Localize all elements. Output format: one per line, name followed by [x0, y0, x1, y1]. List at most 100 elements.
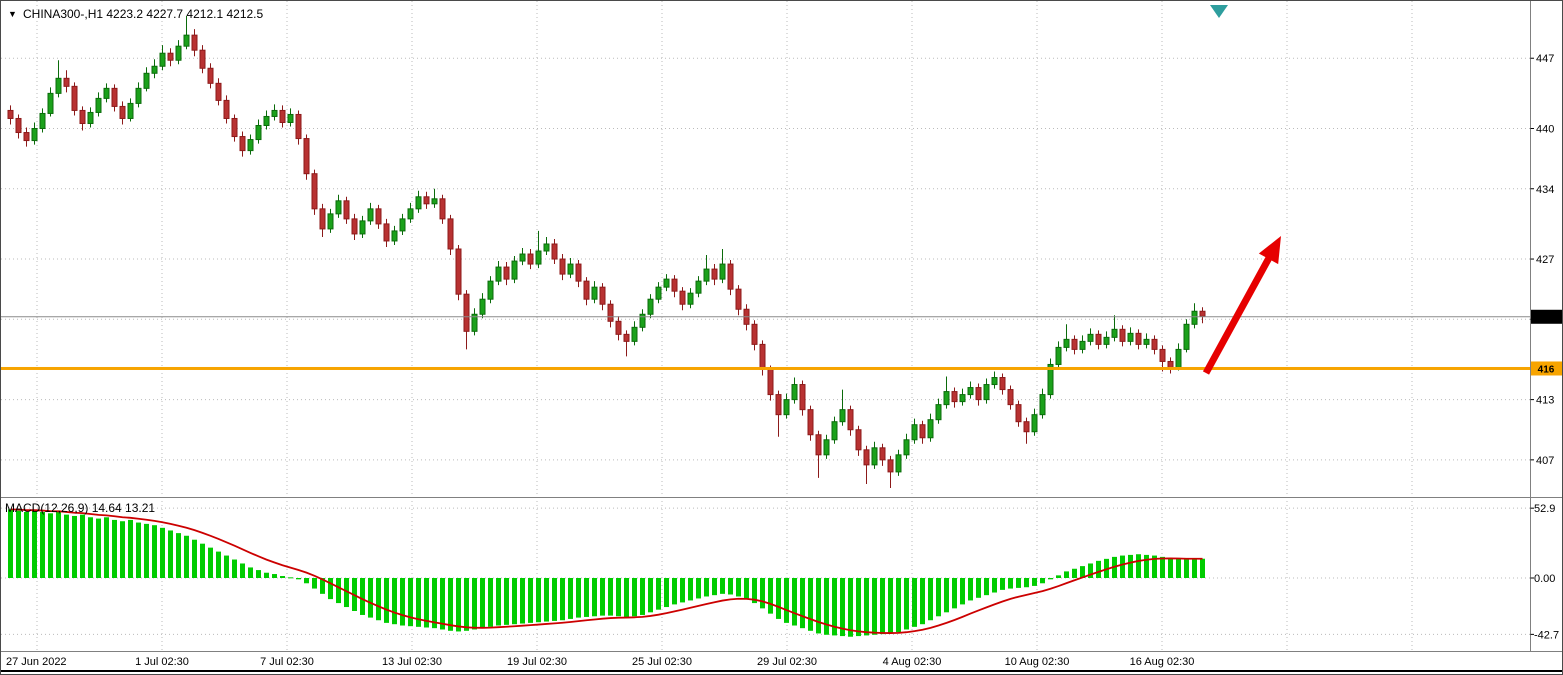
macd-tick-label: 52.9	[1534, 503, 1555, 515]
candle	[711, 264, 718, 286]
candle-body	[911, 424, 918, 441]
candle-body	[935, 404, 942, 421]
macd-bar	[152, 525, 157, 578]
candle-body	[655, 286, 662, 300]
macd-bar	[1088, 563, 1093, 578]
macd-bar	[24, 511, 29, 578]
macd-bar	[784, 577, 789, 623]
macd-bar	[944, 577, 949, 613]
macd-bar	[224, 555, 229, 578]
candle-body	[807, 409, 814, 436]
candle-body	[895, 454, 902, 473]
candle-body	[239, 136, 246, 152]
candle	[719, 249, 726, 284]
macd-bar	[688, 577, 693, 601]
candle	[383, 218, 390, 247]
candle-body	[823, 439, 830, 456]
candle-body	[447, 218, 454, 250]
candle	[975, 383, 982, 406]
candle	[759, 340, 766, 376]
candle-body	[999, 377, 1006, 391]
candle	[351, 213, 358, 240]
candle	[191, 29, 198, 57]
candle-body	[407, 208, 414, 220]
candle-body	[519, 253, 526, 262]
candle	[855, 425, 862, 456]
candle-body	[615, 320, 622, 335]
macd-bar	[1008, 577, 1013, 589]
trend-arrow-annotation[interactable]	[1202, 236, 1281, 375]
current-price-tag	[1531, 309, 1562, 324]
candle	[399, 213, 406, 235]
candle	[743, 304, 750, 331]
candle	[407, 202, 414, 223]
candle-body	[535, 250, 542, 265]
macd-bar	[808, 577, 813, 631]
candle	[319, 203, 326, 237]
candle	[55, 60, 62, 98]
candle	[847, 405, 854, 436]
macd-bar	[256, 570, 261, 578]
candle-body	[1159, 348, 1166, 362]
candle-body	[703, 268, 710, 282]
candle-body	[815, 434, 822, 456]
macd-bar	[856, 577, 861, 637]
candle-body	[1039, 394, 1046, 416]
macd-bar	[648, 577, 653, 613]
time-tick-label: 19 Jul 02:30	[507, 656, 567, 668]
candle-body	[383, 223, 390, 242]
candle-body	[943, 391, 950, 406]
macd-bar	[1016, 577, 1021, 588]
candle	[495, 261, 502, 286]
candle	[935, 398, 942, 424]
orange-horizontal-line-annotation[interactable]	[1, 366, 1530, 370]
candle	[79, 106, 86, 131]
candle	[279, 105, 286, 128]
macd-bar	[680, 577, 685, 603]
macd-bar	[248, 567, 253, 578]
candle-body	[1063, 338, 1070, 348]
candle	[1103, 331, 1110, 349]
candle-body	[1031, 414, 1038, 433]
candle	[1047, 358, 1054, 399]
candle-body	[559, 258, 566, 275]
candle	[295, 110, 302, 145]
candle	[111, 84, 118, 112]
candle-body	[151, 65, 158, 74]
macd-bar	[552, 577, 557, 621]
macd-bar	[960, 577, 965, 605]
candle	[167, 48, 174, 67]
candle	[671, 275, 678, 298]
macd-bar	[1184, 559, 1189, 578]
macd-bar	[344, 577, 349, 608]
candle-body	[55, 77, 62, 94]
macd-bar	[184, 535, 189, 578]
macd-bar	[672, 577, 677, 605]
candle	[959, 388, 966, 406]
time-tick-label: 10 Aug 02:30	[1005, 656, 1070, 668]
macd-bar	[752, 577, 757, 604]
candle-body	[415, 196, 422, 210]
macd-bar	[536, 577, 541, 623]
candle-body	[831, 421, 838, 441]
candle	[831, 416, 838, 444]
macd-bar	[904, 577, 909, 630]
candle-body	[471, 313, 478, 332]
symbol-dropdown-icon[interactable]: ▼	[8, 9, 17, 19]
candle	[775, 390, 782, 437]
macd-bar	[984, 577, 989, 596]
macd-bar	[952, 577, 957, 609]
candle	[103, 83, 110, 103]
candle-body	[591, 286, 598, 300]
macd-bar	[544, 577, 549, 622]
macd-bar	[1176, 558, 1181, 578]
candle-body	[783, 399, 790, 416]
macd-bar	[120, 521, 125, 578]
macd-bar	[416, 577, 421, 627]
candle-body	[231, 117, 238, 138]
candle	[623, 330, 630, 357]
candle-body	[191, 34, 198, 51]
candle	[1055, 341, 1062, 369]
